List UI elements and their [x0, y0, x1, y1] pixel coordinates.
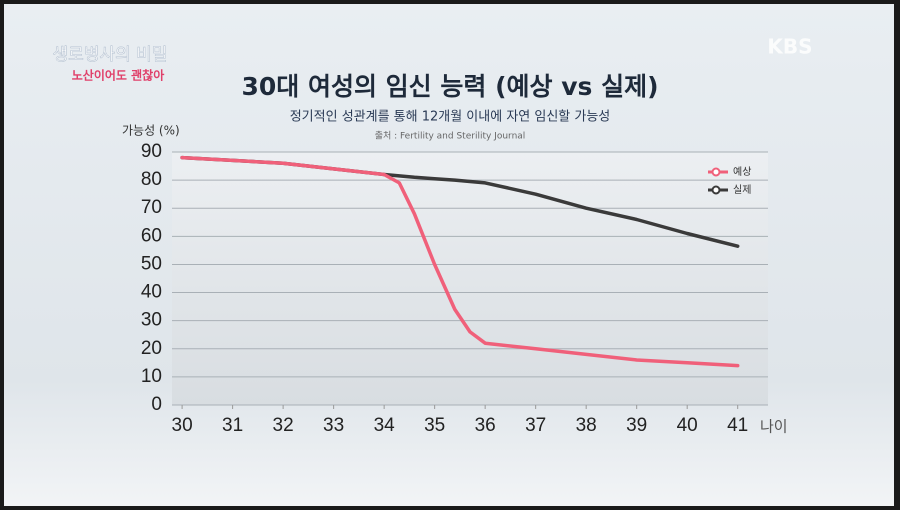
y-tick-label: 30: [141, 310, 162, 331]
x-tick-label: 41: [727, 415, 748, 436]
y-tick-label: 0: [151, 394, 162, 415]
y-tick-label: 10: [141, 366, 162, 387]
y-tick-label: 80: [141, 169, 162, 190]
program-caption: 노산이어도 괜찮아: [72, 68, 165, 83]
series-line: [180, 155, 740, 368]
channel-logo: KBS: [767, 35, 812, 59]
x-tick-label: 32: [273, 415, 294, 436]
x-axis-label: 나이: [760, 418, 788, 436]
y-tick-label: 60: [141, 225, 162, 246]
y-tick-label: 90: [141, 141, 162, 162]
x-tick-label: 35: [424, 415, 445, 436]
plot-area: [172, 152, 768, 405]
y-axis-label: 가능성 (%): [122, 124, 180, 138]
y-tick-label: 70: [141, 197, 162, 218]
grid: [172, 151, 768, 409]
x-tick-label: 31: [222, 415, 243, 436]
x-tick-label: 38: [576, 415, 597, 436]
chart-subtitle: 정기적인 성관계를 통해 12개월 이내에 자연 임신할 가능성: [290, 110, 611, 125]
program-title: 생로병사의 비밀: [53, 45, 168, 65]
x-tick-label: 40: [677, 415, 698, 436]
x-tick-label: 33: [323, 415, 344, 436]
y-tick-label: 50: [141, 253, 162, 274]
x-tick-label: 34: [374, 415, 396, 436]
x-tick-label: 37: [525, 415, 546, 436]
y-tick-label: 20: [141, 338, 162, 359]
legend-marker: [711, 167, 721, 177]
chart-title: 30대 여성의 임신 능력 (예상 vs 실제): [241, 72, 658, 101]
x-tick-label: 39: [626, 415, 647, 436]
legend-marker: [711, 185, 721, 195]
legend-label: 실제: [733, 184, 751, 196]
labels: 0 10 20 30 40 50 60 70 80 90 30 31 32 33 34 35 36 37 38 39 4…: [141, 141, 752, 436]
y-tick-label: 40: [141, 282, 162, 303]
legend-label: 예상: [733, 166, 751, 178]
marks: [180, 155, 740, 368]
chart-source: 출처 : Fertility and Sterility Journal: [375, 130, 526, 142]
x-tick-label: 36: [475, 415, 496, 436]
x-tick-label: 30: [172, 415, 193, 436]
